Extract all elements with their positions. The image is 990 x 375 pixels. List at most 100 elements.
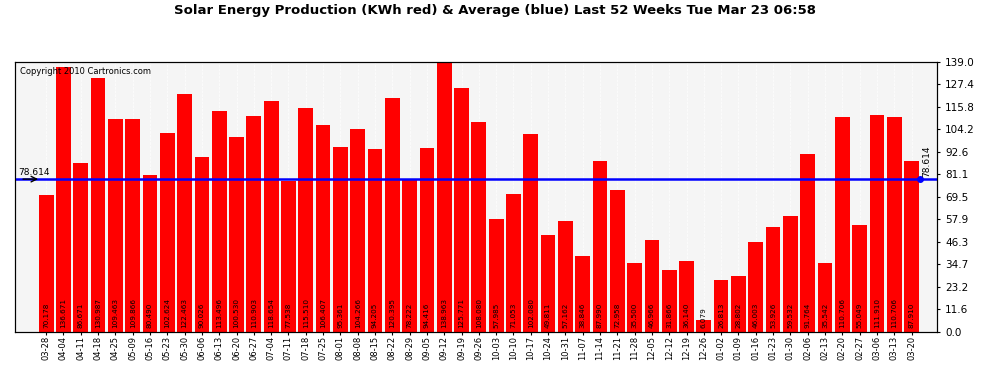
Bar [610,190,625,332]
Bar [367,149,382,332]
Text: 55.049: 55.049 [856,302,862,328]
Bar [281,181,296,332]
Text: 109.463: 109.463 [113,298,119,328]
Text: 57.985: 57.985 [493,302,499,328]
Bar [714,280,729,332]
Text: 110.903: 110.903 [250,298,256,328]
Text: 106.407: 106.407 [320,298,326,328]
Text: 122.463: 122.463 [181,298,188,328]
Text: 46.966: 46.966 [648,302,655,328]
Text: 80.490: 80.490 [147,302,153,328]
Text: 100.530: 100.530 [234,298,240,328]
Bar [800,154,815,332]
Text: 78.614: 78.614 [922,146,931,177]
Text: 35.500: 35.500 [632,302,638,328]
Text: 6.079: 6.079 [701,307,707,328]
Bar [91,78,105,332]
Bar [471,122,486,332]
Bar [402,180,417,332]
Text: 138.963: 138.963 [442,298,447,328]
Bar [437,62,451,332]
Text: 110.706: 110.706 [891,298,897,328]
Text: 113.496: 113.496 [216,298,222,328]
Bar [350,129,365,332]
Bar [143,176,157,332]
Text: 111.910: 111.910 [874,298,880,328]
Text: 86.671: 86.671 [78,302,84,328]
Bar [385,98,400,332]
Bar [454,88,469,332]
Bar [177,94,192,332]
Bar [506,194,521,332]
Text: 95.361: 95.361 [338,302,344,328]
Bar [73,164,88,332]
Bar [748,242,763,332]
Bar [593,161,607,332]
Bar [160,132,174,332]
Text: 71.053: 71.053 [511,302,517,328]
Text: 130.987: 130.987 [95,298,101,328]
Bar [56,66,71,332]
Bar [904,161,919,332]
Bar [679,261,694,332]
Text: 36.140: 36.140 [683,302,689,328]
Bar [298,108,313,332]
Text: Copyright 2010 Cartronics.com: Copyright 2010 Cartronics.com [20,68,150,76]
Text: 72.958: 72.958 [615,302,621,328]
Bar [697,320,711,332]
Text: 102.624: 102.624 [164,298,170,328]
Bar [420,148,435,332]
Bar [212,111,227,332]
Text: 102.080: 102.080 [528,298,534,328]
Text: Solar Energy Production (KWh red) & Average (blue) Last 52 Weeks Tue Mar 23 06:5: Solar Energy Production (KWh red) & Aver… [174,4,816,17]
Text: 59.532: 59.532 [787,302,793,328]
Bar [108,119,123,332]
Text: 136.671: 136.671 [60,298,66,328]
Text: 35.542: 35.542 [822,302,828,328]
Text: 108.080: 108.080 [476,298,482,328]
Text: 120.395: 120.395 [389,298,395,328]
Bar [333,147,347,332]
Text: 38.846: 38.846 [580,302,586,328]
Bar [195,157,209,332]
Text: 118.654: 118.654 [268,298,274,328]
Bar [39,195,53,332]
Bar [765,227,780,332]
Text: 26.813: 26.813 [718,302,724,328]
Bar [644,240,659,332]
Bar [887,117,902,332]
Bar [247,117,261,332]
Text: 46.003: 46.003 [752,302,758,328]
Text: 91.764: 91.764 [805,302,811,328]
Text: 115.510: 115.510 [303,298,309,328]
Text: 78.614: 78.614 [19,168,50,177]
Text: 125.771: 125.771 [458,298,464,328]
Text: 109.866: 109.866 [130,298,136,328]
Text: 94.205: 94.205 [372,302,378,328]
Bar [316,125,331,332]
Bar [731,276,745,332]
Bar [558,221,573,332]
Text: 90.026: 90.026 [199,302,205,328]
Bar [835,117,849,332]
Bar [541,235,555,332]
Bar [229,136,244,332]
Text: 110.706: 110.706 [840,298,845,328]
Text: 57.162: 57.162 [562,302,568,328]
Text: 78.222: 78.222 [407,302,413,328]
Text: 94.416: 94.416 [424,302,430,328]
Bar [783,216,798,332]
Text: 87.990: 87.990 [597,302,603,328]
Bar [126,118,140,332]
Bar [263,102,278,332]
Text: 28.802: 28.802 [736,302,742,328]
Text: 77.538: 77.538 [285,302,291,328]
Text: 87.910: 87.910 [909,302,915,328]
Bar [524,134,539,332]
Bar [662,270,676,332]
Bar [852,225,867,332]
Text: 104.266: 104.266 [354,298,360,328]
Bar [869,114,884,332]
Text: 49.811: 49.811 [545,302,551,328]
Text: 31.866: 31.866 [666,302,672,328]
